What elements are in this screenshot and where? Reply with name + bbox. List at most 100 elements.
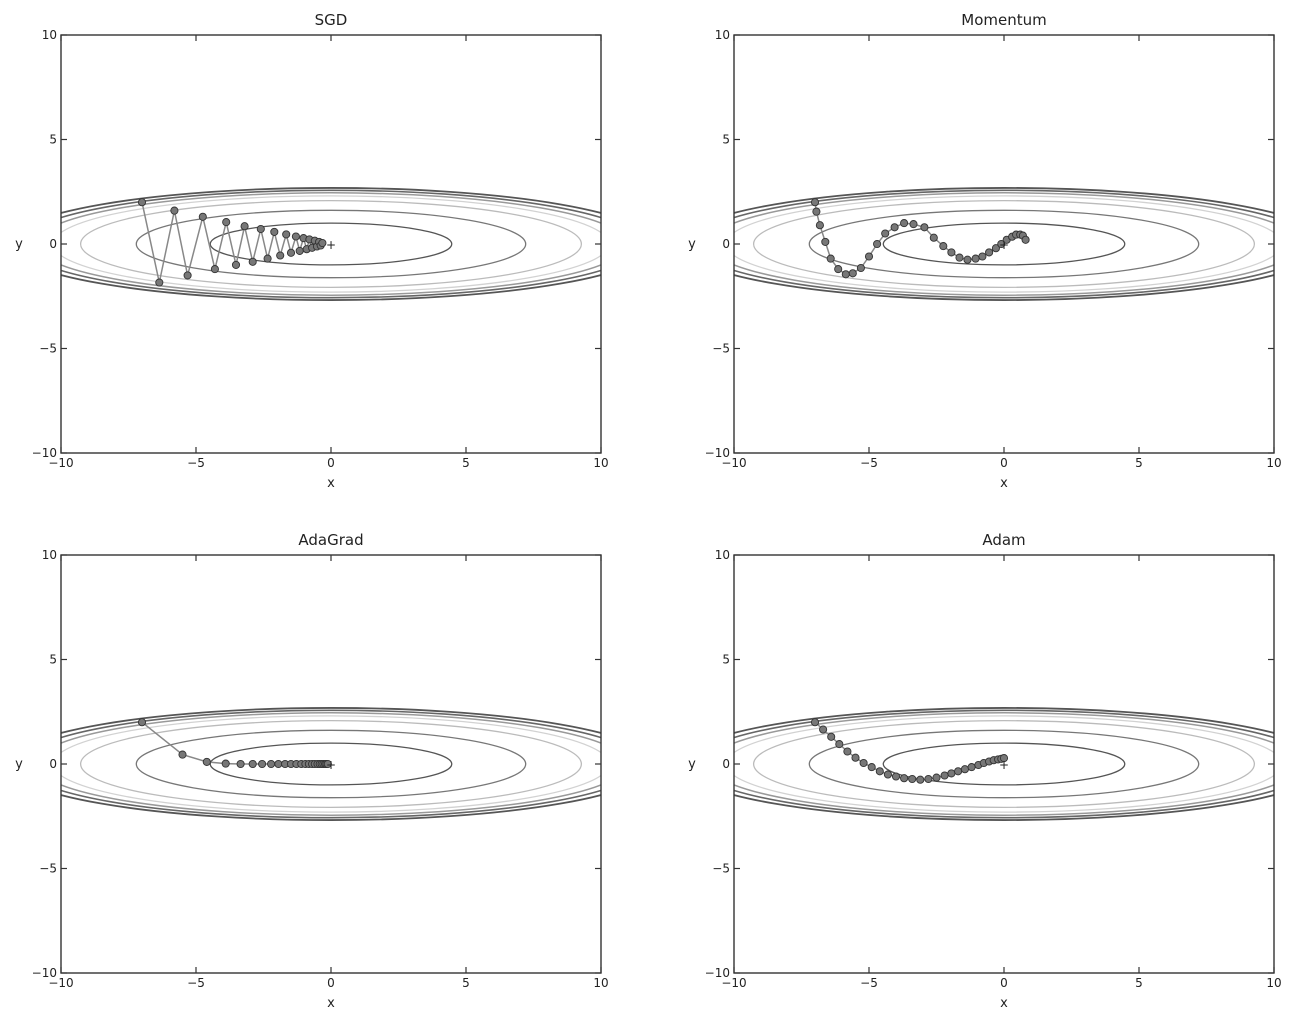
optimizer-path-point (291, 232, 300, 241)
x-axis-label: x (327, 476, 335, 491)
optimizer-path-point (963, 255, 972, 264)
contour-line (734, 712, 1274, 816)
contour-line (734, 707, 1274, 821)
optimizer-path-point (267, 759, 276, 769)
optimizer-path-point (859, 758, 868, 768)
optimizer-path-point (939, 242, 948, 251)
optimizer-path-point (916, 775, 925, 784)
x-tick-label: 5 (462, 976, 470, 990)
optimizer-path-point (900, 774, 909, 783)
optimizer-path-point (873, 239, 882, 249)
optimizer-path-point (323, 759, 332, 769)
minimum-marker: + (326, 758, 336, 772)
optimizer-path-point (810, 718, 820, 727)
subplot-title: SGD (315, 11, 348, 29)
optimizer-path-point (864, 252, 874, 261)
optimizer-path-point (834, 265, 843, 274)
optimizer-path-point (263, 254, 272, 263)
subplot-title: AdaGrad (298, 531, 363, 549)
optimizer-path-point (248, 759, 257, 769)
x-tick-label: −5 (860, 976, 878, 990)
optimizer-path-point (810, 198, 820, 207)
subplot-adagrad: AdaGrad x y + −10−10 −5 −5 0 0 5 5 10 10 (15, 531, 608, 1011)
optimizer-path-point (821, 237, 830, 246)
contour-line (752, 200, 1256, 288)
y-tick-label: 0 (722, 757, 730, 771)
y-axis-label: y (15, 757, 23, 772)
x-tick-label: −5 (860, 456, 878, 470)
x-tick-label: −10 (721, 976, 746, 990)
optimizer-path-point (286, 248, 296, 257)
y-tick-label: 10 (715, 548, 730, 562)
optimizer-path-point (875, 767, 884, 776)
contour-line (734, 187, 1274, 301)
contour-line (752, 720, 1256, 808)
contour-line (79, 200, 583, 288)
optimizer-path-point (900, 219, 909, 228)
subplot-title: Momentum (961, 11, 1046, 29)
x-tick-label: 0 (327, 976, 335, 990)
optimizer-path-point (222, 218, 231, 227)
contour-line (61, 187, 601, 301)
optimizer-path-point (955, 253, 964, 262)
contour-line (734, 189, 1274, 299)
subplot-momentum: Momentum x y + −10−10 −5 −5 0 0 5 5 10 10 (688, 11, 1281, 491)
y-axis-label: y (15, 237, 23, 252)
plot-area: + (61, 187, 601, 301)
optimizer-path-point (908, 774, 917, 784)
optimizer-path-point (841, 270, 850, 279)
optimizer-path-point (815, 221, 824, 230)
optimizer-path-point (236, 759, 245, 769)
contour-line (734, 192, 1274, 296)
contour-line (61, 709, 601, 819)
contour-line (61, 189, 601, 299)
y-tick-label: −10 (32, 966, 57, 980)
y-tick-label: −5 (712, 862, 730, 876)
x-tick-label: 0 (1000, 456, 1008, 470)
optimizer-path-point (848, 269, 857, 278)
optimizer-path-point (890, 223, 899, 232)
optimizer-path-point (843, 747, 852, 756)
optimizer-path-point (991, 244, 1000, 253)
contour-line (734, 709, 1274, 819)
x-tick-label: −10 (48, 976, 73, 990)
contour-line (882, 742, 1126, 786)
x-tick-label: 10 (1266, 456, 1281, 470)
optimizer-path-point (170, 206, 179, 215)
optimizer-path-point (827, 732, 836, 741)
optimizer-path-point (947, 248, 956, 257)
optimizer-path-point (960, 765, 969, 774)
plot-area: + (734, 707, 1274, 821)
optimizer-path-point (812, 207, 821, 216)
y-tick-label: −10 (705, 446, 730, 460)
minimum-marker: + (326, 238, 336, 252)
optimizer-path-point (954, 767, 963, 776)
y-tick-label: 0 (49, 757, 57, 771)
y-tick-label: −5 (39, 342, 57, 356)
plot-area: + (61, 707, 601, 821)
optimizer-path-point (978, 252, 987, 261)
x-tick-label: −5 (187, 456, 205, 470)
optimizer-path-point (137, 198, 147, 207)
optimizer-path-point (851, 753, 860, 762)
contour-line (61, 715, 601, 813)
optimizer-path-point (137, 718, 147, 727)
y-tick-label: 5 (722, 653, 730, 667)
x-tick-label: 0 (327, 456, 335, 470)
contour-line (61, 192, 601, 296)
optimizer-path-point (178, 750, 187, 759)
optimizer-path-point (932, 773, 941, 782)
contour-line (61, 707, 601, 821)
optimizer-path-point (318, 238, 327, 248)
y-tick-label: 10 (715, 28, 730, 42)
contour-line (135, 209, 527, 279)
optimizer-path-point (295, 246, 304, 255)
optimizer-path-point (210, 265, 219, 274)
contour-line (209, 222, 453, 266)
optimizer-path-point (248, 257, 257, 266)
optimizer-path-point (881, 229, 890, 238)
x-tick-label: −10 (721, 456, 746, 470)
optimizer-path-point (909, 220, 918, 229)
y-axis-label: y (688, 757, 696, 772)
